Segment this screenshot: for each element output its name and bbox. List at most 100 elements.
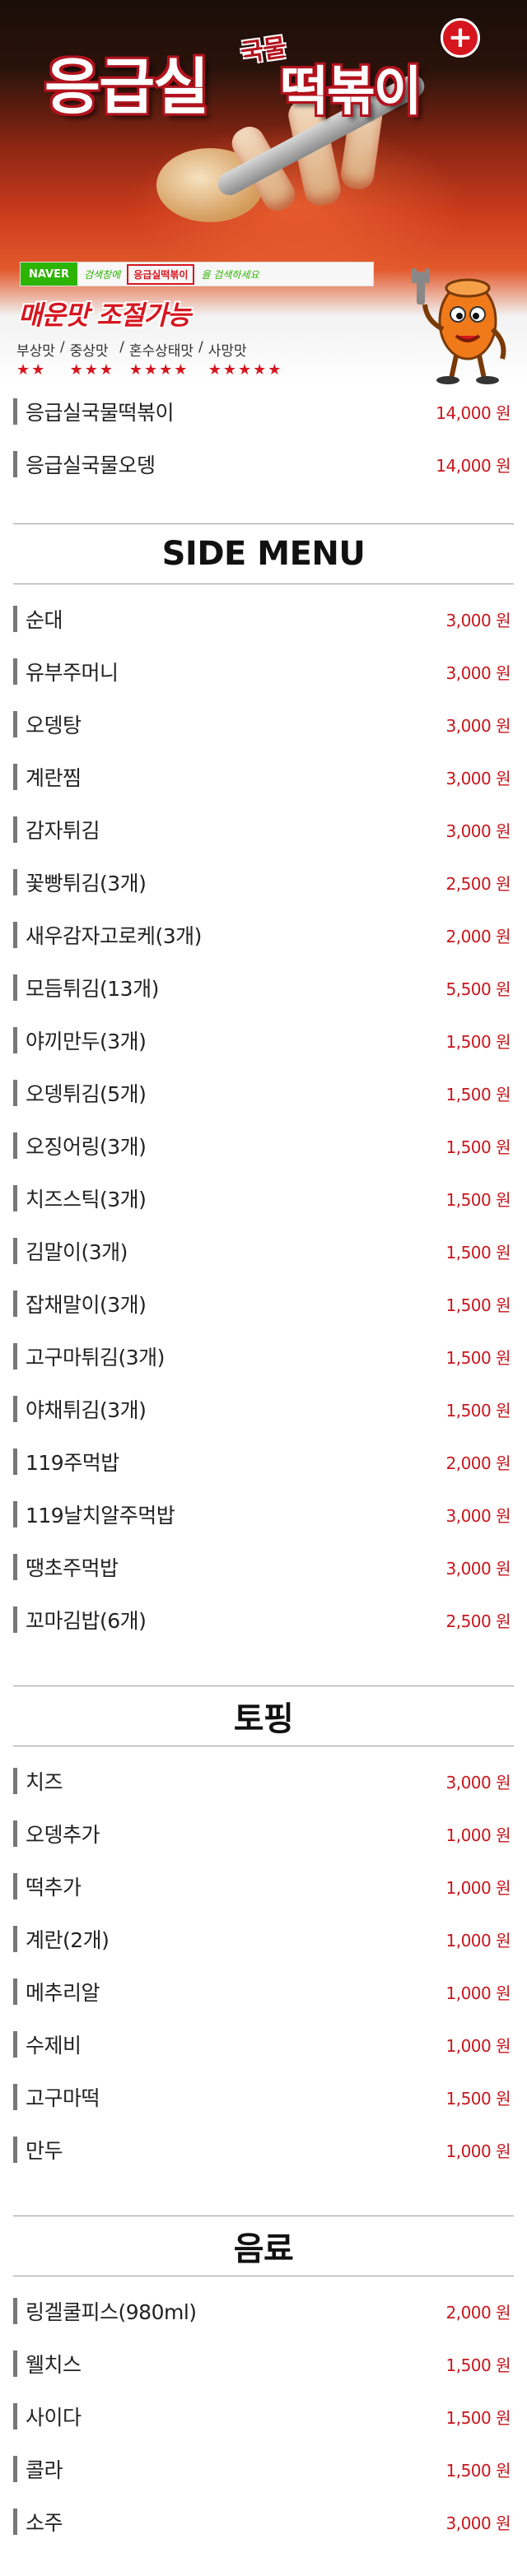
spice-level-name: 사망맛 — [208, 343, 247, 360]
item-bar — [13, 1290, 17, 1317]
item-bar — [13, 2031, 17, 2058]
menu-item: 잡채말이(3개) 1,500 원 — [13, 1277, 514, 1330]
menu-item: 계란(2개) 1,000 원 — [13, 1913, 514, 1965]
spice-level-name: 부상맛 — [16, 343, 55, 360]
item-bar — [13, 816, 17, 843]
item-price: 3,000 원 — [445, 2513, 511, 2533]
level-separator: / — [59, 339, 65, 356]
menu-item: 새우감자고로케(3개) 2,000 원 — [13, 909, 514, 961]
item-price: 1,500 원 — [445, 2088, 511, 2109]
item-price: 14,000 원 — [436, 455, 511, 476]
item-bar — [13, 1768, 17, 1794]
menu-item: 오뎅튀김(5개) 1,500 원 — [13, 1067, 514, 1119]
item-bar — [13, 1080, 17, 1106]
main-menu-list: 응급실국물떡볶이 14,000 원 응급실국물오뎅 14,000 원 — [0, 385, 527, 491]
menu-item: 꼬마김밥(6개) 2,500 원 — [13, 1593, 514, 1646]
item-bar — [13, 2509, 17, 2535]
item-price: 3,000 원 — [445, 610, 511, 630]
item-name: 땡초주먹밥 — [26, 1556, 119, 1580]
item-name: 웰치스 — [26, 2353, 82, 2377]
item-price: 3,000 원 — [445, 768, 511, 788]
item-bar — [13, 2350, 17, 2377]
item-price: 1,500 원 — [445, 2460, 511, 2481]
item-bar — [13, 398, 17, 425]
menu-item: 고구마떡 1,500 원 — [13, 2071, 514, 2123]
brand-main: 응급실 — [44, 52, 209, 123]
menu-item: 오뎅탕 3,000 원 — [13, 698, 514, 751]
naver-search-term: 응급실떡볶이 — [127, 263, 195, 285]
spice-level-stars: ★★★★ — [128, 361, 189, 379]
menu-item: 메추리알 1,000 원 — [13, 1965, 514, 2018]
item-bar — [13, 1978, 17, 2005]
hero-banner: 응급실 국물 떡볶이 + NAVER 검색창에 응급실떡볶이 을 검색하세요 매… — [0, 0, 527, 385]
item-bar — [13, 1501, 17, 1527]
spice-level-name: 혼수상태맛 — [128, 343, 194, 360]
item-bar — [13, 922, 17, 948]
menu-item: 오뎅추가 1,000 원 — [13, 1807, 514, 1860]
item-price: 1,000 원 — [445, 2035, 511, 2056]
item-bar — [13, 1448, 17, 1475]
menu-item: 계란찜 3,000 원 — [13, 751, 514, 803]
topping-menu-list: 치즈 3,000 원 오뎅추가 1,000 원 떡추가 1,000 원 계란(2개) 1… — [0, 1755, 527, 2176]
item-name: 응급실국물오뎅 — [26, 453, 156, 477]
menu-item: 꽃빵튀김(3개) 2,500 원 — [13, 856, 514, 909]
menu-item: 응급실국물오뎅 14,000 원 — [13, 438, 514, 491]
menu-item: 고구마튀김(3개) 1,500 원 — [13, 1330, 514, 1383]
item-name: 고구마튀김(3개) — [26, 1346, 165, 1369]
spice-level-stars: ★★★★★ — [208, 361, 283, 379]
section-title: SIDE MENU — [161, 535, 366, 573]
item-price: 3,000 원 — [445, 821, 511, 841]
spice-level: 사망맛 ★★★★★ — [208, 339, 283, 379]
menu-item: 떡추가 1,000 원 — [13, 1860, 514, 1913]
menu-item: 웰치스 1,500 원 — [13, 2337, 514, 2390]
item-bar — [13, 1396, 17, 1422]
level-separator: / — [198, 339, 203, 356]
menu-item: 콜라 1,500 원 — [13, 2443, 514, 2495]
item-name: 유부주머니 — [26, 661, 119, 685]
section-title: 토핑 — [233, 1700, 294, 1738]
naver-text-left: 검색창에 — [84, 268, 121, 281]
item-price: 1,500 원 — [445, 1295, 511, 1315]
item-name: 소주 — [26, 2511, 63, 2535]
item-bar — [13, 764, 17, 790]
section-header-side: SIDE MENU — [13, 523, 514, 584]
spice-level-stars: ★★★ — [69, 361, 115, 379]
item-price: 3,000 원 — [445, 663, 511, 683]
menu-item: 119날치알주먹밥 3,000 원 — [13, 1488, 514, 1541]
spice-level: 중상맛 ★★★ — [70, 339, 114, 379]
menu-item: 야채튀김(3개) 1,500 원 — [13, 1383, 514, 1435]
item-name: 치즈스틱(3개) — [26, 1188, 147, 1211]
item-price: 1,500 원 — [445, 1347, 511, 1368]
menu-item: 오징어링(3개) 1,500 원 — [13, 1119, 514, 1172]
item-name: 오뎅탕 — [26, 714, 82, 737]
item-bar — [13, 658, 17, 685]
item-price: 1,500 원 — [445, 1084, 511, 1104]
item-bar — [13, 606, 17, 632]
item-name: 꼬마김밥(6개) — [26, 1609, 147, 1633]
item-name: 오뎅추가 — [26, 1823, 100, 1847]
naver-text-right: 을 검색하세요 — [201, 268, 259, 281]
item-name: 119주먹밥 — [26, 1451, 119, 1475]
item-price: 1,000 원 — [445, 1825, 511, 1845]
naver-search-banner: NAVER 검색창에 응급실떡볶이 을 검색하세요 — [20, 262, 374, 286]
item-price: 14,000 원 — [436, 402, 511, 423]
item-price: 1,000 원 — [445, 1983, 511, 2003]
item-bar — [13, 1820, 17, 1847]
item-name: 모듬튀김(13개) — [26, 977, 159, 1001]
section-header-topping: 토핑 — [13, 1686, 514, 1746]
item-name: 오징어링(3개) — [26, 1135, 147, 1159]
item-price: 2,000 원 — [445, 1453, 511, 1473]
item-price: 3,000 원 — [445, 715, 511, 736]
item-price: 1,500 원 — [445, 2407, 511, 2428]
item-name: 치즈 — [26, 1770, 63, 1794]
item-name: 응급실국물떡볶이 — [26, 401, 175, 425]
item-price: 1,000 원 — [445, 2141, 511, 2161]
item-bar — [13, 1607, 17, 1633]
item-bar — [13, 869, 17, 895]
item-price: 1,500 원 — [445, 2355, 511, 2375]
item-price: 1,500 원 — [445, 1031, 511, 1052]
item-price: 1,500 원 — [445, 1137, 511, 1157]
item-name: 메추리알 — [26, 1981, 100, 2005]
item-price: 2,500 원 — [445, 1611, 511, 1631]
section-title: 음료 — [233, 2230, 294, 2268]
